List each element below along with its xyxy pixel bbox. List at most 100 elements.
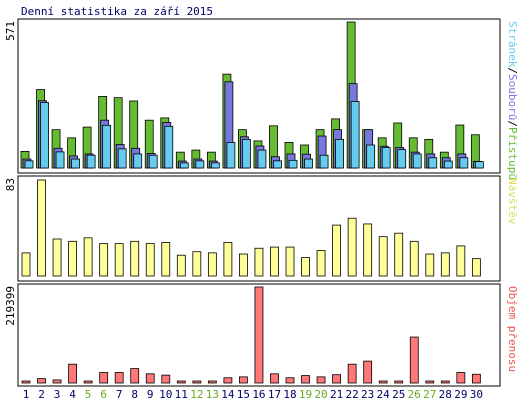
day-group-24 [377,137,391,169]
day-group-13 [206,151,220,169]
legend-kbytes: Objem přenosu [506,286,517,372]
x-tick-label-5: 5 [85,388,92,401]
x-tick-label-24: 24 [377,388,391,401]
bar-kbytes-22 [347,363,357,384]
bar-visits-9 [145,243,155,277]
x-tick-label-12: 12 [190,388,203,401]
bar-visits-23 [363,223,373,277]
bar-kbytes-30 [471,373,481,384]
x-tick-label-9: 9 [147,388,154,401]
bar-pages-10 [164,125,174,169]
day-group-3 [51,129,65,169]
day-group-28 [439,151,453,169]
bar-pages-11 [179,162,189,169]
bar-visits-19 [301,257,310,277]
day-group-1 [20,150,34,169]
bar-visits-20 [316,250,326,277]
bar-visits-26 [409,240,419,277]
panel-frame-1 [17,18,501,174]
day-group-21 [331,118,345,169]
bar-pages-26 [412,153,422,169]
day-group-9 [144,119,158,169]
bar-visits-2 [37,179,46,277]
x-tick-label-11: 11 [175,388,188,401]
x-tick-label-22: 22 [346,388,359,401]
legend-separator: / [506,67,517,74]
day-group-29 [455,124,469,169]
bar-kbytes-13 [207,380,217,384]
bar-visits-5 [83,237,93,277]
panel-max-label-2: 83 [4,178,17,191]
x-tick-label-3: 3 [54,388,61,401]
bar-kbytes-14 [223,377,233,384]
bar-pages-14 [226,142,236,169]
x-tick-label-19: 19 [299,388,312,401]
bar-kbytes-29 [456,372,466,384]
bar-visits-11 [176,254,186,277]
bar-pages-12 [195,160,205,169]
x-tick-label-4: 4 [69,388,76,401]
day-group-27 [424,138,438,169]
x-tick-label-25: 25 [392,388,405,401]
day-group-20 [315,129,329,169]
bar-pages-24 [381,147,391,169]
bar-kbytes-2 [37,378,46,384]
x-tick-label-29: 29 [454,388,467,401]
day-group-11 [175,151,189,169]
panel-max-label-3: 219399 [4,286,17,326]
x-tick-label-1: 1 [23,388,30,401]
bar-visits-27 [425,253,435,277]
bar-pages-20 [319,154,329,169]
bar-visits-14 [223,242,233,277]
bar-pages-27 [428,157,438,169]
bar-pages-17 [273,160,282,169]
bar-pages-28 [443,160,453,169]
panel-max-label-1: 571 [4,21,17,41]
bar-kbytes-25 [394,380,404,384]
bar-kbytes-3 [52,379,62,384]
legend-separator: / [506,120,517,127]
bar-visits-8 [130,240,140,277]
legend-hits-label: Přístupů [506,127,517,180]
bar-visits-10 [161,242,171,277]
x-tick-label-30: 30 [470,388,483,401]
day-group-12 [191,149,205,169]
bar-pages-9 [148,154,158,169]
bar-kbytes-4 [68,363,77,384]
bar-visits-21 [332,224,342,277]
day-group-10 [160,117,174,169]
bar-pages-29 [459,157,469,169]
bar-kbytes-5 [83,380,93,384]
chart-title: Denní statistika za září 2015 [21,5,213,18]
bar-visits-29 [456,245,466,277]
bar-visits-18 [285,246,295,277]
bar-visits-4 [68,240,77,277]
day-group-6 [98,96,112,169]
bar-visits-25 [394,232,404,277]
bar-pages-22 [350,101,360,169]
x-tick-label-18: 18 [283,388,296,401]
day-group-16 [253,140,267,169]
day-group-14 [222,73,236,169]
bar-kbytes-8 [130,368,140,384]
day-group-8 [129,100,143,169]
bar-visits-6 [99,243,109,277]
bar-kbytes-21 [332,374,342,384]
bar-pages-18 [288,159,298,169]
bar-kbytes-26 [409,336,419,384]
bar-visits-15 [239,253,248,277]
bar-pages-2 [40,102,49,169]
bar-kbytes-28 [440,380,450,384]
bar-visits-24 [378,236,388,277]
x-tick-label-8: 8 [131,388,138,401]
bar-kbytes-1 [21,380,31,384]
bar-visits-30 [471,258,481,277]
bar-kbytes-9 [145,373,155,384]
bar-pages-15 [242,138,251,169]
bar-kbytes-6 [99,372,109,384]
x-tick-label-16: 16 [252,388,265,401]
legend-pages-label: Stránek [506,21,517,68]
bar-visits-13 [207,252,217,277]
bar-kbytes-19 [301,375,310,384]
